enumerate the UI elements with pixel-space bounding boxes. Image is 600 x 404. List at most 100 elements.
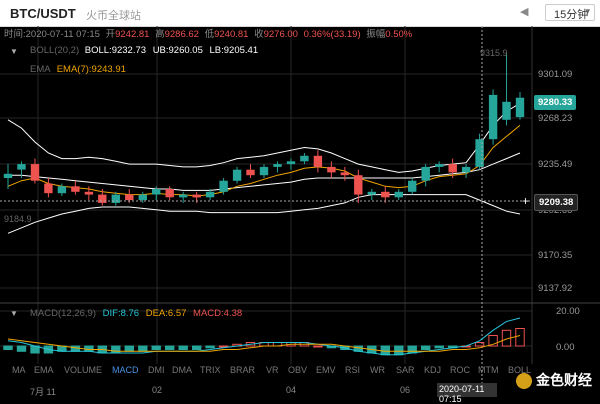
boll-mid-line (8, 152, 521, 191)
macd-bar (434, 345, 444, 349)
candle-body (192, 194, 201, 198)
ohlc-info: 时间:2020-07-11 07:15 开9242.81 高9286.62 低9… (4, 28, 413, 40)
grid (0, 26, 532, 364)
macd-bar (474, 342, 485, 347)
candle-body (367, 191, 376, 195)
high-mark: 9315.9 (480, 48, 508, 58)
candle-body (381, 191, 390, 198)
date-axis: 7月 11 02 04 06 (0, 384, 600, 401)
tab-roc[interactable]: ROC (450, 365, 470, 375)
candle-body (259, 166, 269, 176)
candle-body (30, 164, 40, 181)
macd-bar (218, 345, 229, 348)
macd-bar (124, 345, 134, 352)
macd-bar (313, 345, 323, 348)
candle-body (461, 166, 471, 173)
tab-obv[interactable]: OBV (288, 365, 308, 375)
candle-body (488, 94, 498, 140)
tab-dma[interactable]: DMA (172, 365, 192, 375)
chevron-down-icon[interactable]: ▼ (10, 47, 18, 56)
watermark-text: 金色财经 (536, 372, 592, 388)
candle-body (327, 166, 336, 173)
tab-dmi[interactable]: DMI (148, 365, 165, 375)
date-tick: 7月 11 (30, 387, 56, 397)
candle-body (205, 191, 215, 198)
candle-body (138, 194, 147, 201)
macd-bar (165, 345, 175, 350)
crosshair-date-tip: 2020-07-11 07:15 (437, 383, 497, 404)
plus-icon[interactable]: + (522, 194, 530, 208)
tab-boll[interactable]: BOLL (508, 365, 532, 375)
tab-ema[interactable]: EMA (34, 365, 54, 375)
candle-body (300, 155, 309, 162)
price-tick: 9137.92 (538, 283, 572, 294)
boll-lower-line (7, 194, 521, 234)
chevron-down-icon[interactable]: ▼ (10, 309, 18, 318)
tab-macd[interactable]: MACD (112, 365, 139, 375)
tab-trix[interactable]: TRIX (200, 365, 221, 375)
candle-body (421, 166, 430, 181)
tab-emv[interactable]: EMV (316, 365, 336, 375)
price-tick: 9235.49 (538, 159, 572, 170)
tab-wr[interactable]: WR (370, 365, 385, 375)
candle-body (84, 191, 94, 195)
candle-body (71, 186, 80, 192)
macd-bar (515, 328, 525, 347)
candle-body (17, 164, 26, 170)
candle-body (408, 180, 417, 192)
date-tick: 04 (286, 385, 297, 395)
watermark-logo: 金色财经 (516, 370, 592, 390)
chevron-down-icon: ▾ (585, 6, 590, 16)
candle-body (448, 164, 457, 173)
tab-sar[interactable]: SAR (396, 365, 415, 375)
tab-brar[interactable]: BRAR (230, 365, 256, 375)
candle-body (475, 139, 484, 167)
kline-chart[interactable]: 时间:2020-07-11 07:15 开9242.81 高9286.62 低9… (0, 26, 600, 401)
candle-body (502, 101, 511, 120)
macd-bar (245, 342, 256, 347)
boll-indicator-label: BOLL(20,2) BOLL:9232.73 UB:9260.05 LB:92… (30, 45, 258, 56)
ema-line (7, 124, 521, 197)
boll-upper-line (7, 102, 521, 173)
dea-line (7, 335, 521, 352)
candles (3, 53, 525, 206)
tab-volume[interactable]: VOLUME (64, 365, 103, 375)
logo-icon (516, 373, 532, 390)
tab-vr[interactable]: VR (266, 365, 279, 375)
macd-tick: 20.00 (556, 306, 580, 317)
candle-body (44, 183, 53, 194)
candle-body (57, 186, 67, 194)
candle-body (152, 189, 161, 195)
price-tick: 9268.23 (538, 113, 572, 124)
crosshair-price-tag: 9209.38 (534, 194, 579, 211)
macd-bar (3, 345, 13, 350)
tab-mtm[interactable]: MTM (478, 365, 499, 375)
macd-histogram (3, 317, 525, 356)
ema-indicator-label: EMA EMA(7):9243.91 (30, 64, 126, 75)
current-price: 9280.33 (538, 97, 573, 108)
macd-tick: 0.00 (556, 342, 575, 353)
macd-bar (380, 345, 391, 356)
macd-bar (192, 345, 202, 350)
tab-kdj[interactable]: KDJ (424, 365, 442, 375)
macd-indicator-label: MACD(12,26,9) DIF:8.76 DEA:6.57 MACD:4.3… (30, 308, 242, 319)
candle-body (98, 194, 107, 203)
candle-body (232, 169, 242, 181)
macd-bar (407, 345, 417, 354)
candle-body (354, 175, 363, 195)
timeframe-select[interactable]: 15分钟 ▾ (545, 4, 595, 21)
candle-body (313, 155, 323, 167)
candle-body (3, 173, 13, 178)
candle-body (165, 189, 174, 198)
tab-ma[interactable]: MA (12, 365, 26, 375)
candle-body (111, 194, 120, 203)
candle-body (286, 161, 296, 165)
nav-left-icon[interactable]: ◀ (520, 6, 529, 18)
low-mark: 9184.9 (4, 214, 32, 224)
current-price-tag: 9280.33 (534, 95, 577, 110)
tab-rsi[interactable]: RSI (345, 365, 361, 375)
crosshair-price: 9209.38 (539, 197, 574, 208)
symbol-pair[interactable]: BTC/USDT (10, 6, 76, 21)
macd-bar (205, 345, 215, 349)
macd-bar (151, 345, 161, 350)
